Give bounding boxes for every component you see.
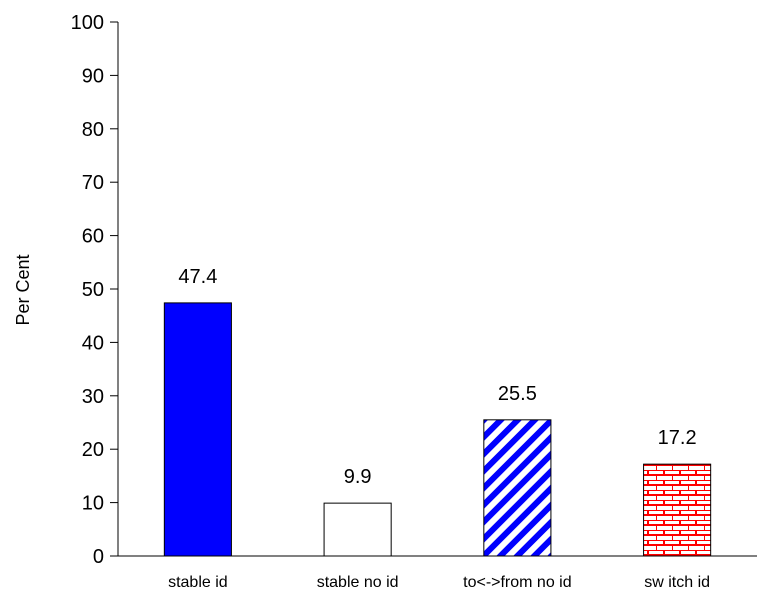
bar-value-label: 17.2 [658,427,697,449]
bar [643,463,712,557]
y-tick-label: 40 [82,332,104,354]
bar [483,419,552,557]
y-tick-label: 60 [82,226,104,248]
data-labels-group: 47.4 9.9 25.5 17.2 [178,266,696,488]
category-label: to<->from no id [463,574,572,591]
bar-value-label: 9.9 [344,466,372,488]
category-label: sw itch id [644,574,710,591]
bar-value-label: 25.5 [498,383,537,405]
bars-group [163,302,712,557]
category-label: stable id [168,574,228,591]
y-tick-label: 70 [82,172,104,194]
bar [323,502,392,557]
y-axis-ticks: 0 10 20 30 40 50 60 70 80 90 100 [71,12,118,568]
y-tick-label: 0 [93,546,104,568]
y-tick-label: 90 [82,65,104,87]
y-tick-label: 10 [82,493,104,515]
bar-value-label: 47.4 [178,266,217,288]
category-labels-group: stable id stable no id to<->from no id sw i… [168,574,710,591]
bar [163,302,232,557]
y-axis-title: Per Cent [13,254,33,325]
y-tick-label: 20 [82,439,104,461]
y-tick-label: 50 [82,279,104,301]
category-label: stable no id [317,574,399,591]
y-tick-label: 80 [82,119,104,141]
y-tick-label: 30 [82,386,104,408]
y-tick-label: 100 [71,12,104,34]
